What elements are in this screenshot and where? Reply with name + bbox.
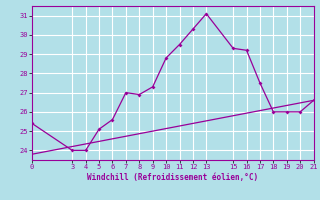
X-axis label: Windchill (Refroidissement éolien,°C): Windchill (Refroidissement éolien,°C)	[87, 173, 258, 182]
